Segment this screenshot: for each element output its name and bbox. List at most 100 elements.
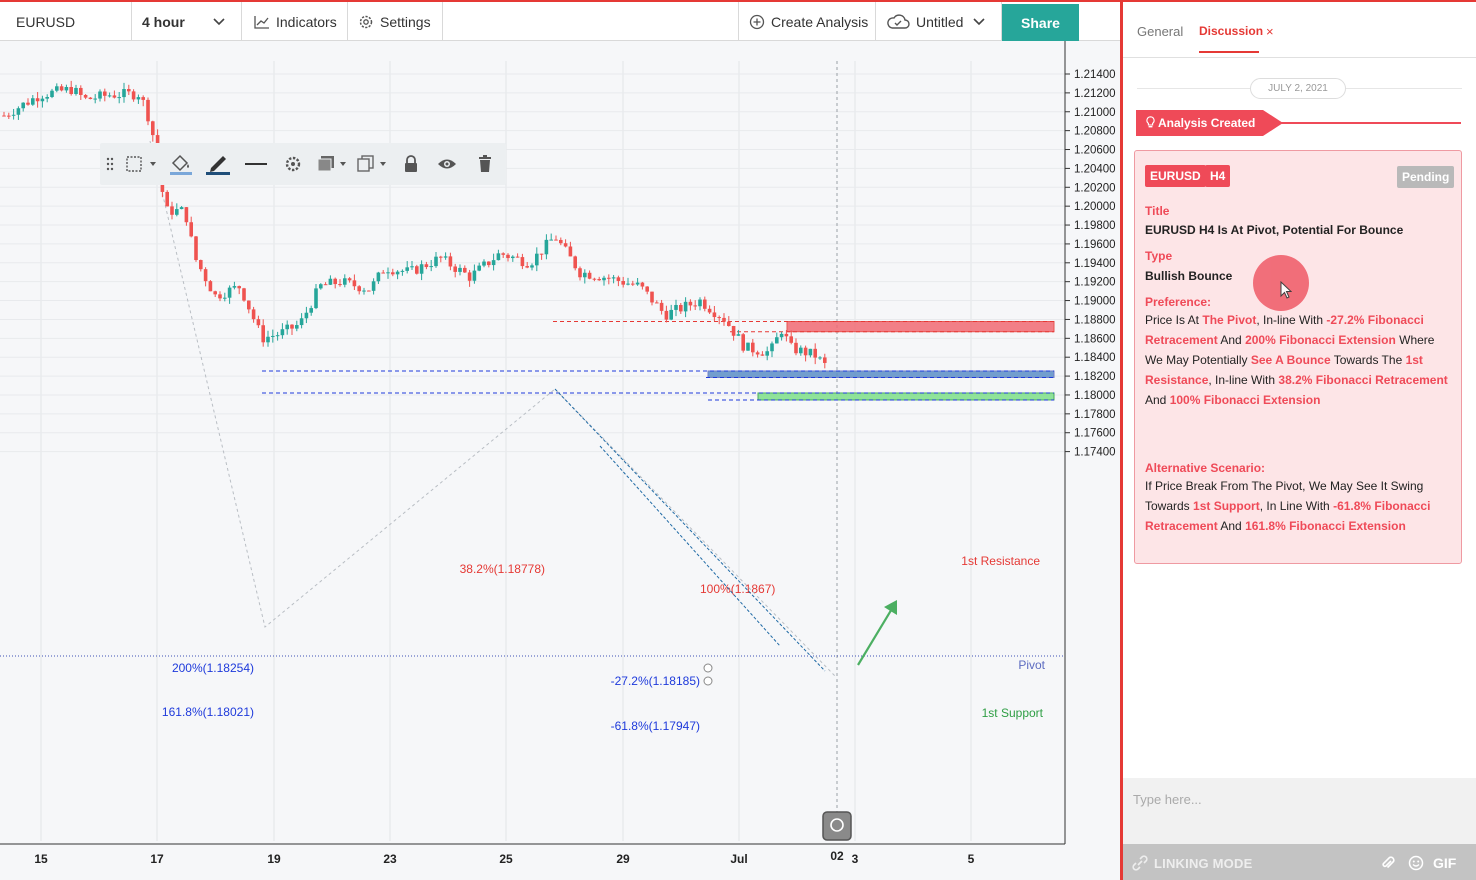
lock-icon[interactable] bbox=[400, 153, 422, 175]
candle-body bbox=[530, 265, 534, 268]
layout-dropdown[interactable]: Untitled bbox=[876, 2, 1002, 41]
highlight-phrase: 1st Resistance bbox=[1145, 353, 1423, 387]
lightbulb-marker[interactable] bbox=[822, 811, 852, 841]
symbol-selector[interactable]: EURUSD bbox=[0, 2, 132, 41]
candle-body bbox=[271, 335, 275, 337]
projection-arrow[interactable] bbox=[857, 606, 894, 666]
clone-icon[interactable] bbox=[356, 153, 388, 175]
timeframe-dropdown[interactable]: 4 hour bbox=[132, 2, 242, 41]
candle-body bbox=[549, 239, 553, 241]
settings-button[interactable]: Settings bbox=[348, 2, 443, 41]
candle-body bbox=[59, 86, 64, 91]
text-run: , In-line With bbox=[1208, 373, 1279, 387]
candle-body bbox=[376, 272, 381, 282]
eye-icon[interactable] bbox=[436, 153, 458, 175]
chevron-down-icon bbox=[973, 17, 986, 25]
candle-body bbox=[237, 286, 241, 289]
symbol-label: EURUSD bbox=[16, 13, 76, 30]
text-run: Price Is At bbox=[1145, 313, 1203, 327]
analysis-title: EURUSD H4 Is At Pivot, Potential For Bou… bbox=[1145, 223, 1404, 237]
fill-color-icon[interactable] bbox=[168, 153, 194, 175]
drag-handle[interactable] bbox=[703, 676, 713, 686]
candle-body bbox=[79, 87, 83, 95]
close-icon[interactable]: × bbox=[1266, 24, 1274, 39]
text-run: If Price Break From The Pivot, We May Se… bbox=[1145, 479, 1424, 513]
support-zone[interactable] bbox=[757, 392, 1055, 401]
candle-body bbox=[319, 284, 323, 289]
line-color-icon[interactable] bbox=[204, 153, 232, 175]
candle-body bbox=[559, 239, 563, 244]
candle-body bbox=[247, 300, 251, 310]
attachment-icon[interactable] bbox=[1381, 855, 1395, 871]
tab-general[interactable]: General bbox=[1137, 24, 1184, 39]
message-input[interactable] bbox=[1133, 788, 1463, 810]
link-icon[interactable] bbox=[1132, 855, 1148, 871]
candle-body bbox=[511, 256, 515, 259]
candle-body bbox=[381, 272, 385, 274]
candle-body bbox=[631, 283, 635, 285]
candle-body bbox=[93, 98, 97, 100]
candle-body bbox=[799, 347, 803, 354]
y-tick-label: 1.20800 bbox=[1074, 126, 1116, 138]
candle-body bbox=[290, 324, 294, 329]
create-analysis-button[interactable]: Create Analysis bbox=[738, 2, 876, 41]
highlight-phrase: 200% Fibonacci Extension bbox=[1245, 333, 1396, 347]
tab-discussion[interactable]: Discussion bbox=[1199, 24, 1264, 38]
candle-body bbox=[434, 256, 438, 267]
candle-body bbox=[775, 337, 779, 344]
gear-icon[interactable] bbox=[282, 153, 304, 175]
status-badge: Pending bbox=[1397, 166, 1455, 188]
share-button[interactable]: Share bbox=[1002, 4, 1079, 41]
type-label: Type bbox=[1145, 249, 1173, 263]
candle-body bbox=[266, 336, 270, 343]
candle-body bbox=[803, 347, 808, 356]
drag-handle[interactable] bbox=[703, 663, 713, 673]
candle-body bbox=[275, 335, 280, 337]
linking-mode-label[interactable]: LINKING MODE bbox=[1154, 856, 1253, 871]
candle-body bbox=[146, 99, 150, 122]
gif-button[interactable]: GIF bbox=[1433, 855, 1457, 871]
active-tab-indicator bbox=[1199, 51, 1259, 53]
candle-body bbox=[429, 266, 433, 268]
drag-handle-icon[interactable] bbox=[104, 153, 116, 175]
x-tick-label: 3 bbox=[852, 852, 859, 866]
candle-body bbox=[151, 121, 155, 136]
chart-canvas[interactable]: 15 17 19 23 25 29 Jul 3 5 1.21400 1.21200 1.21000 1.… bbox=[0, 41, 1120, 880]
mouse-cursor-highlight bbox=[1253, 255, 1309, 311]
candle-body bbox=[635, 282, 640, 285]
candle-body bbox=[645, 286, 649, 292]
line-style-icon[interactable] bbox=[244, 153, 268, 175]
fib-level-label: 38.2%(1.18778) bbox=[460, 562, 545, 576]
candle-body bbox=[568, 246, 573, 257]
candle-body bbox=[602, 277, 606, 281]
text-run: Towards The bbox=[1330, 353, 1406, 367]
indicators-button[interactable]: Indicators bbox=[242, 2, 348, 41]
candle-body bbox=[626, 283, 630, 285]
candle-body bbox=[333, 278, 337, 285]
candle-body bbox=[98, 91, 102, 99]
candle-body bbox=[170, 206, 174, 215]
candle-body bbox=[55, 86, 59, 91]
candle-body bbox=[199, 260, 203, 270]
selection-tool-icon[interactable] bbox=[124, 153, 158, 175]
x-tick-label: Jul bbox=[730, 852, 747, 866]
layers-icon[interactable] bbox=[316, 153, 348, 175]
analysis-panel: General Discussion × JULY 2, 2021 Analys… bbox=[1120, 0, 1476, 880]
x-tick-label: 23 bbox=[383, 852, 397, 866]
candle-body bbox=[703, 299, 707, 309]
trash-icon[interactable] bbox=[474, 153, 496, 175]
candle-body bbox=[597, 278, 601, 281]
candle-body bbox=[74, 87, 78, 95]
candle-body bbox=[309, 308, 313, 313]
price-chart[interactable]: 15 17 19 23 25 29 Jul 3 5 1.21400 1.21200 1.21000 1.… bbox=[0, 41, 1120, 880]
candle-body bbox=[674, 304, 678, 310]
candle-body bbox=[189, 222, 193, 237]
candle-body bbox=[487, 261, 491, 266]
linking-mode-bar: LINKING MODE GIF bbox=[1123, 844, 1476, 880]
pivot-zone[interactable] bbox=[707, 370, 1055, 378]
candle-body bbox=[103, 91, 107, 96]
x-tick-label: 5 bbox=[968, 852, 975, 866]
emoji-icon[interactable] bbox=[1408, 855, 1424, 871]
resistance-zone[interactable] bbox=[786, 321, 1055, 333]
symbol-badge: EURUSD bbox=[1145, 165, 1206, 187]
